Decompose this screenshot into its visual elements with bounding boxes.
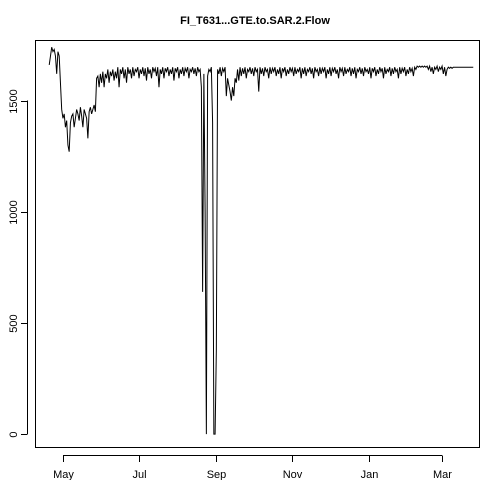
y-tick-label: 500 [8,314,20,332]
y-tick-label: 1500 [8,89,20,113]
x-tick-label: Jan [361,469,379,480]
x-tick-label: Mar [433,469,452,480]
chart-title: FI_T631...GTE.to.SAR.2.Flow [180,15,330,27]
x-tick-label: May [53,469,74,480]
series-layer [49,47,473,434]
x-axis: May Jul Sep Nov Jan Mar [53,456,452,480]
x-tick-label: Sep [207,469,227,480]
x-tick-label: Nov [283,469,303,480]
y-axis: 0 500 1000 1500 [8,89,28,437]
x-tick-label: Jul [132,469,146,480]
plot-frame [36,41,480,448]
series-line [49,47,473,434]
y-tick-label: 1000 [8,200,20,224]
y-tick-label: 0 [8,431,20,437]
